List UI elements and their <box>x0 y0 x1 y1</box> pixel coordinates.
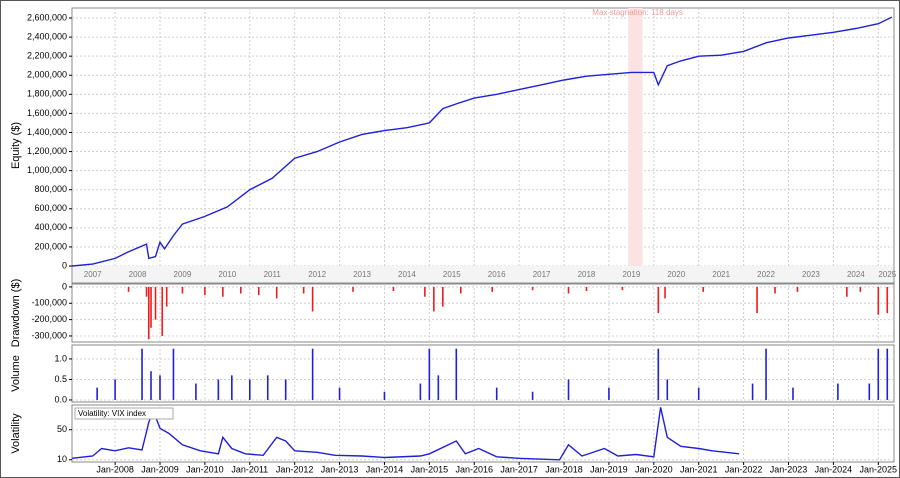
x-tick-label: 2013 <box>353 270 371 279</box>
x-tick-label: 2024 <box>847 270 865 279</box>
legend-box <box>74 407 174 420</box>
panel <box>71 344 895 403</box>
y-tick-label: -200,000 <box>31 314 67 324</box>
panel <box>71 7 895 284</box>
x-tick-label: 2015 <box>443 270 461 279</box>
panel <box>71 283 895 343</box>
y-tick-label: 1,000,000 <box>27 165 67 175</box>
y-tick-label: 0.0 <box>54 394 67 404</box>
stagnation-label: Max stagnation: 118 days <box>592 8 683 17</box>
y-tick-label: 0 <box>62 260 67 270</box>
y-tick-label: 10 <box>57 454 67 464</box>
x-tick-label: 2014 <box>398 270 416 279</box>
x-tick-label: 2023 <box>802 270 820 279</box>
x-tick-label: Jan-2013 <box>321 464 359 474</box>
y-axis-title: Equity ($) <box>10 122 22 169</box>
x-tick-label: 2011 <box>264 270 282 279</box>
x-tick-label: 2009 <box>174 270 192 279</box>
y-axis-title: Volume <box>10 355 22 392</box>
y-tick-label: 800,000 <box>34 184 67 194</box>
x-tick-label: 2017 <box>533 270 551 279</box>
y-tick-label: 2,400,000 <box>27 31 67 41</box>
y-tick-label: 1,400,000 <box>27 127 67 137</box>
x-tick-label: Jan-2016 <box>455 464 493 474</box>
y-tick-label: 0.5 <box>54 374 67 384</box>
y-tick-label: 200,000 <box>34 241 67 251</box>
x-tick-label: 2008 <box>129 270 147 279</box>
x-tick-label: Jan-2017 <box>500 464 538 474</box>
x-tick-label: Jan-2012 <box>276 464 314 474</box>
y-tick-label: 600,000 <box>34 203 67 213</box>
y-axis-title: Drawdown ($) <box>10 279 22 347</box>
y-tick-label: 1,600,000 <box>27 108 67 118</box>
x-tick-label: 2019 <box>622 270 640 279</box>
x-tick-label: Jan-2019 <box>590 464 628 474</box>
x-tick-label: 2012 <box>308 270 326 279</box>
year-strip <box>73 266 893 282</box>
x-tick-label: Jan-2025 <box>860 464 898 474</box>
x-tick-label: Jan-2022 <box>725 464 763 474</box>
x-tick-label: 2025 <box>878 270 896 279</box>
y-axis-title: Volatility <box>10 413 22 454</box>
x-tick-label: Jan-2010 <box>186 464 224 474</box>
panel <box>71 404 895 463</box>
x-tick-label: Jan-2015 <box>411 464 449 474</box>
x-tick-label: 2016 <box>488 270 506 279</box>
x-tick-label: Jan-2008 <box>96 464 134 474</box>
x-tick-label: Jan-2020 <box>635 464 673 474</box>
y-tick-label: -300,000 <box>31 330 67 340</box>
legend-label: Volatility: VIX index <box>78 409 146 418</box>
x-tick-label: 2007 <box>84 270 102 279</box>
stagnation-band <box>628 8 643 266</box>
data-line <box>71 16 893 267</box>
x-tick-label: Jan-2018 <box>545 464 583 474</box>
x-tick-label: Jan-2014 <box>366 464 404 474</box>
x-tick-label: 2022 <box>757 270 775 279</box>
x-tick-label: Jan-2011 <box>231 464 268 474</box>
y-tick-label: 400,000 <box>34 222 67 232</box>
y-tick-label: 1,800,000 <box>27 89 67 99</box>
x-tick-label: Jan-2023 <box>770 464 808 474</box>
x-tick-label: 2018 <box>578 270 596 279</box>
y-tick-label: 2,000,000 <box>27 70 67 80</box>
x-tick-label: Jan-2021 <box>680 464 718 474</box>
x-tick-label: 2010 <box>218 270 236 279</box>
y-tick-label: 2,200,000 <box>27 51 67 61</box>
y-tick-label: 2,600,000 <box>27 12 67 22</box>
y-tick-label: 1,200,000 <box>27 146 67 156</box>
x-tick-label: Jan-2009 <box>141 464 179 474</box>
x-tick-label: Jan-2024 <box>815 464 853 474</box>
y-tick-label: 0 <box>62 281 67 291</box>
y-tick-label: 1.0 <box>54 353 67 363</box>
x-tick-label: 2021 <box>712 270 730 279</box>
y-tick-label: 50 <box>57 424 67 434</box>
x-tick-label: 2020 <box>667 270 685 279</box>
y-tick-label: -100,000 <box>31 298 67 308</box>
